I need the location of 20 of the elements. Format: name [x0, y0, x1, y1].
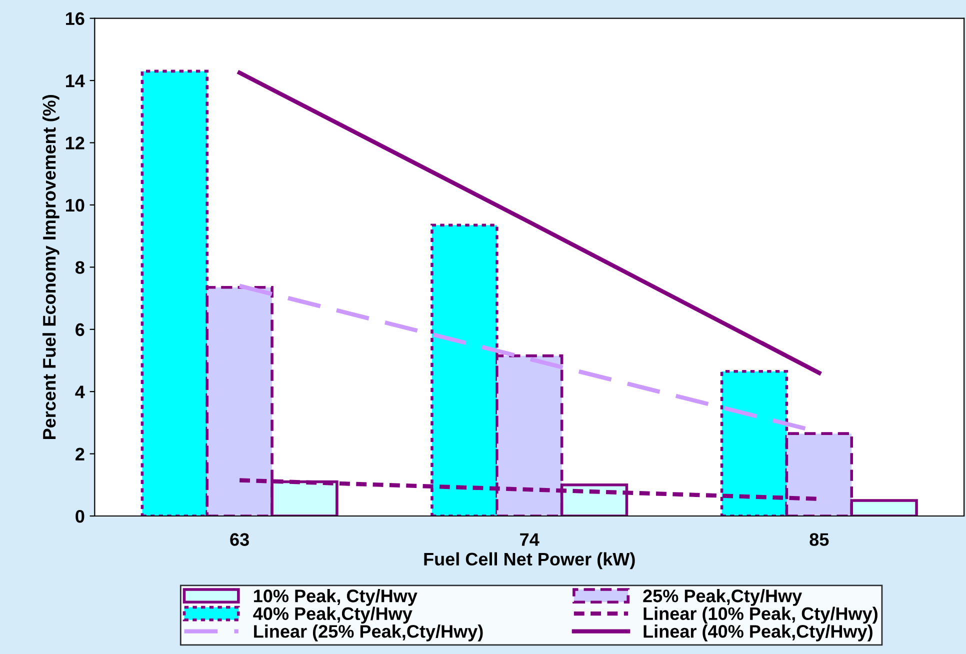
- y-tick-label: 6: [76, 323, 84, 336]
- x-axis-title: Fuel Cell Net Power (kW): [424, 552, 635, 570]
- y-tick-label: 8: [75, 261, 84, 274]
- y-tick-label: 0: [76, 510, 84, 523]
- legend-label: Linear (40% Peak,Cty/Hwy): [644, 624, 872, 642]
- x-tick-label: 85: [810, 533, 829, 546]
- y-tick-label: 4: [75, 386, 85, 398]
- legend-label: 25% Peak,Cty/Hwy: [643, 589, 802, 606]
- y-tick-label: 14: [66, 74, 85, 88]
- y-axis-title: Percent Fuel Economy Improvement (%): [42, 94, 60, 440]
- y-tick-label: 2: [76, 448, 84, 460]
- legend-label: 10% Peak, Cty/Hwy: [254, 589, 418, 606]
- legend-label: 40% Peak,Cty/Hwy: [253, 606, 412, 624]
- y-tick-label: 10: [66, 198, 84, 212]
- y-tick-label: 16: [66, 12, 84, 26]
- legend-label: Linear (25% Peak,Cty/Hwy): [254, 624, 483, 642]
- x-tick-label: 63: [230, 533, 249, 546]
- legend-label: Linear (10% Peak, Cty/Hwy): [644, 606, 878, 624]
- y-tick-label: 12: [66, 136, 84, 150]
- x-tick-label: 74: [520, 533, 540, 546]
